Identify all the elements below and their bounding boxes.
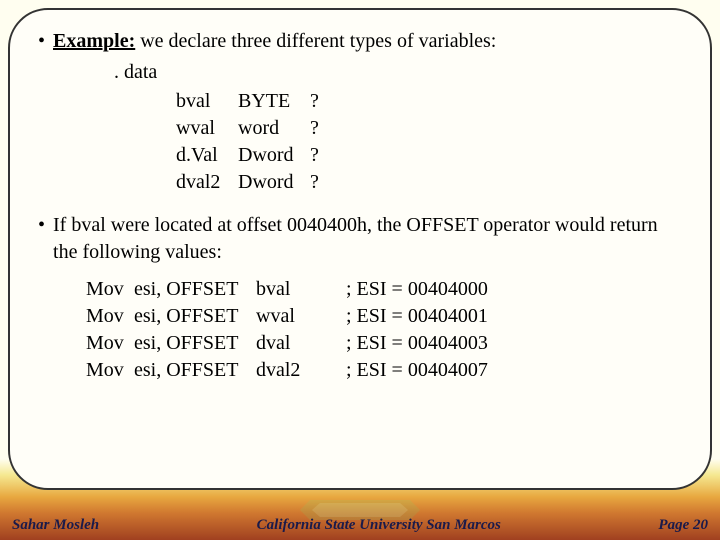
decl-init: ? xyxy=(310,142,319,169)
mov-row: Mov esi, OFFSET bval ; ESI = 00404000 xyxy=(86,276,682,303)
mov-reg: esi, OFFSET xyxy=(134,276,256,303)
mov-reg: esi, OFFSET xyxy=(134,357,256,384)
decl-type: BYTE xyxy=(238,88,310,115)
mov-var: wval xyxy=(256,303,336,330)
mov-var: bval xyxy=(256,276,336,303)
decl-init: ? xyxy=(310,88,319,115)
mov-comment: ; ESI = 00404003 xyxy=(346,330,488,357)
decl-type: Dword xyxy=(238,142,310,169)
mov-comment: ; ESI = 00404007 xyxy=(346,357,488,384)
declarations-block: bval BYTE ? wval word ? d.Val Dword ? dv… xyxy=(176,88,682,196)
example-label: Example: xyxy=(53,30,135,52)
bullet-dot: • xyxy=(38,28,45,54)
footer-page: Page 20 xyxy=(658,517,708,534)
slide-frame: • Example: we declare three different ty… xyxy=(8,8,712,490)
footer-page-number: 20 xyxy=(693,517,708,533)
decl-name: dval2 xyxy=(176,169,238,196)
decl-type: Dword xyxy=(238,169,310,196)
bullet-1-rest: we declare three different types of vari… xyxy=(135,30,496,52)
mov-op: Mov xyxy=(86,330,134,357)
bullet-2: • If bval were located at offset 0040400… xyxy=(38,212,682,266)
mov-op: Mov xyxy=(86,303,134,330)
footer-page-label: Page xyxy=(658,517,693,533)
mov-var: dval2 xyxy=(256,357,336,384)
bullet-2-text: If bval were located at offset 0040400h,… xyxy=(53,212,682,266)
mov-row: Mov esi, OFFSET dval2 ; ESI = 00404007 xyxy=(86,357,682,384)
decl-row: wval word ? xyxy=(176,115,682,142)
mov-block: Mov esi, OFFSET bval ; ESI = 00404000 Mo… xyxy=(86,276,682,384)
decl-type: word xyxy=(238,115,310,142)
footer: Sahar Mosleh California State University… xyxy=(12,517,708,534)
decl-init: ? xyxy=(310,169,319,196)
mov-reg: esi, OFFSET xyxy=(134,330,256,357)
bullet-1-text: Example: we declare three different type… xyxy=(53,28,496,55)
decl-row: bval BYTE ? xyxy=(176,88,682,115)
decl-row: dval2 Dword ? xyxy=(176,169,682,196)
mov-reg: esi, OFFSET xyxy=(134,303,256,330)
mov-op: Mov xyxy=(86,276,134,303)
mov-row: Mov esi, OFFSET dval ; ESI = 00404003 xyxy=(86,330,682,357)
decl-name: wval xyxy=(176,115,238,142)
decl-init: ? xyxy=(310,115,319,142)
mov-comment: ; ESI = 00404000 xyxy=(346,276,488,303)
decl-row: d.Val Dword ? xyxy=(176,142,682,169)
footer-institution: California State University San Marcos xyxy=(99,517,658,534)
footer-author: Sahar Mosleh xyxy=(12,517,99,534)
bullet-1: • Example: we declare three different ty… xyxy=(38,28,682,55)
mov-op: Mov xyxy=(86,357,134,384)
decl-name: d.Val xyxy=(176,142,238,169)
mov-var: dval xyxy=(256,330,336,357)
mov-comment: ; ESI = 00404001 xyxy=(346,303,488,330)
bullet-dot: • xyxy=(38,212,45,238)
decl-name: bval xyxy=(176,88,238,115)
mov-row: Mov esi, OFFSET wval ; ESI = 00404001 xyxy=(86,303,682,330)
data-directive: . data xyxy=(114,59,682,86)
